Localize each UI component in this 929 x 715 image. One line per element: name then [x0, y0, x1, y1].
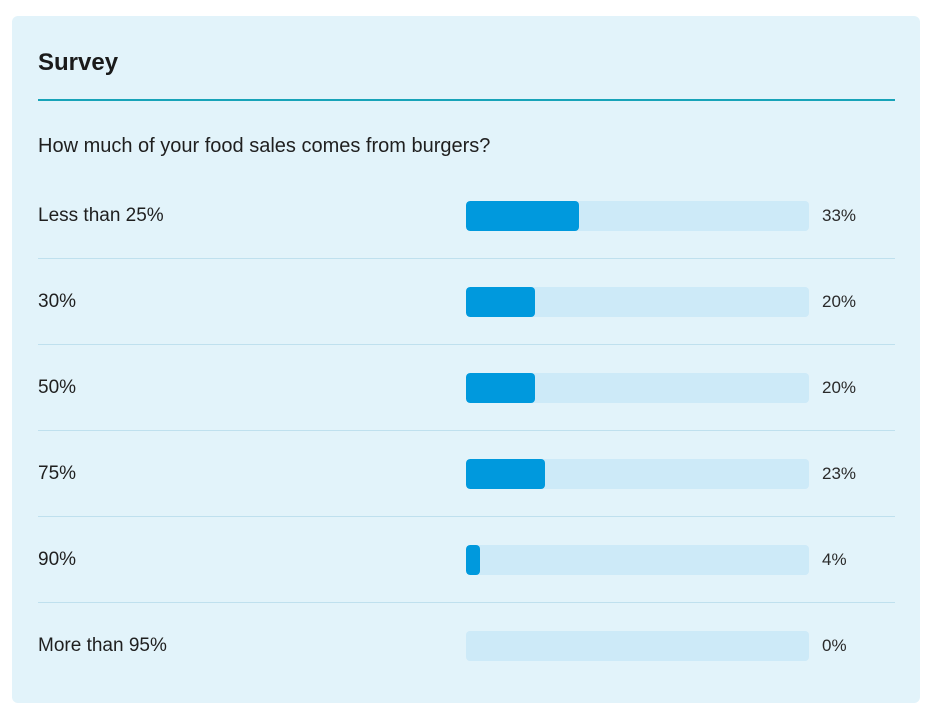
survey-option-row: Less than 25% 33% [38, 173, 895, 259]
result-bar-fill [466, 287, 535, 317]
result-bar [466, 459, 809, 489]
option-label: 90% [38, 549, 77, 570]
option-label: 30% [38, 291, 77, 312]
result-bar-fill [466, 459, 545, 489]
survey-card: Survey How much of your food sales comes… [12, 16, 920, 703]
result-bar [466, 373, 809, 403]
result-bar-fill [466, 201, 580, 231]
result-bar [466, 631, 809, 661]
result-percent: 20% [822, 378, 857, 397]
result-percent: 20% [822, 292, 857, 311]
survey-option-row: 30% 20% [38, 259, 895, 345]
option-label: 75% [38, 463, 77, 484]
option-label: Less than 25% [38, 205, 164, 226]
survey-title: Survey [38, 49, 119, 76]
survey-option-row: More than 95% 0% [38, 603, 895, 688]
survey-results: Less than 25% 33% 30% 20% 50% 20% 75% [38, 173, 895, 688]
result-percent: 0% [822, 636, 847, 655]
survey-option-row: 50% 20% [38, 345, 895, 431]
result-percent: 33% [822, 206, 857, 225]
result-percent: 4% [822, 550, 847, 569]
result-bar-fill [466, 545, 480, 575]
result-bar-fill [466, 373, 535, 403]
survey-option-row: 75% 23% [38, 431, 895, 517]
option-label: 50% [38, 377, 77, 398]
option-label: More than 95% [38, 635, 167, 656]
survey-option-row: 90% 4% [38, 517, 895, 603]
result-percent: 23% [822, 464, 857, 483]
result-bar [466, 201, 809, 231]
result-bar [466, 287, 809, 317]
title-divider [38, 99, 895, 101]
result-bar [466, 545, 809, 575]
survey-question: How much of your food sales comes from b… [38, 135, 491, 157]
